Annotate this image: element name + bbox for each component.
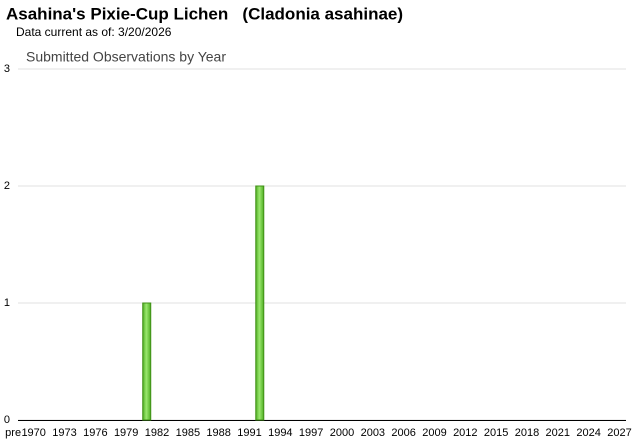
x-tick-label: 2015: [484, 427, 508, 439]
y-tick-label: 0: [4, 414, 10, 426]
y-tick-label: 3: [4, 63, 10, 75]
x-tick-label: 2018: [515, 427, 539, 439]
x-tick-label: 1973: [52, 427, 76, 439]
x-tick-label: 1979: [114, 427, 138, 439]
x-tick-label: 1994: [268, 427, 292, 439]
x-tick-label: 2000: [330, 427, 354, 439]
page-subtitle: Data current as of: 3/20/2026: [16, 25, 172, 39]
page-title: Asahina's Pixie-Cup Lichen (Cladonia asa…: [6, 4, 403, 23]
x-tick-label: 1997: [299, 427, 323, 439]
chart-title: Submitted Observations by Year: [26, 49, 226, 65]
x-tick-label: 2006: [391, 427, 415, 439]
x-tick-label: 2027: [607, 427, 631, 439]
x-tick-label: 2024: [576, 427, 600, 439]
x-tick-label: 1970: [21, 427, 45, 439]
y-tick-label: 2: [4, 180, 10, 192]
x-tick-label: 1988: [206, 427, 230, 439]
bar: [255, 185, 265, 421]
x-tick-label: 2021: [546, 427, 570, 439]
x-tick-label: 2009: [422, 427, 446, 439]
x-tick-label: 1991: [237, 427, 261, 439]
x-tick-label: 1976: [83, 427, 107, 439]
x-tick-label: pre: [5, 427, 21, 439]
x-tick-label: 1982: [145, 427, 169, 439]
x-tick-label: 2003: [361, 427, 385, 439]
y-tick-label: 1: [4, 297, 10, 309]
x-tick-label: 2012: [453, 427, 477, 439]
bar: [142, 302, 152, 421]
x-tick-label: 1985: [176, 427, 200, 439]
